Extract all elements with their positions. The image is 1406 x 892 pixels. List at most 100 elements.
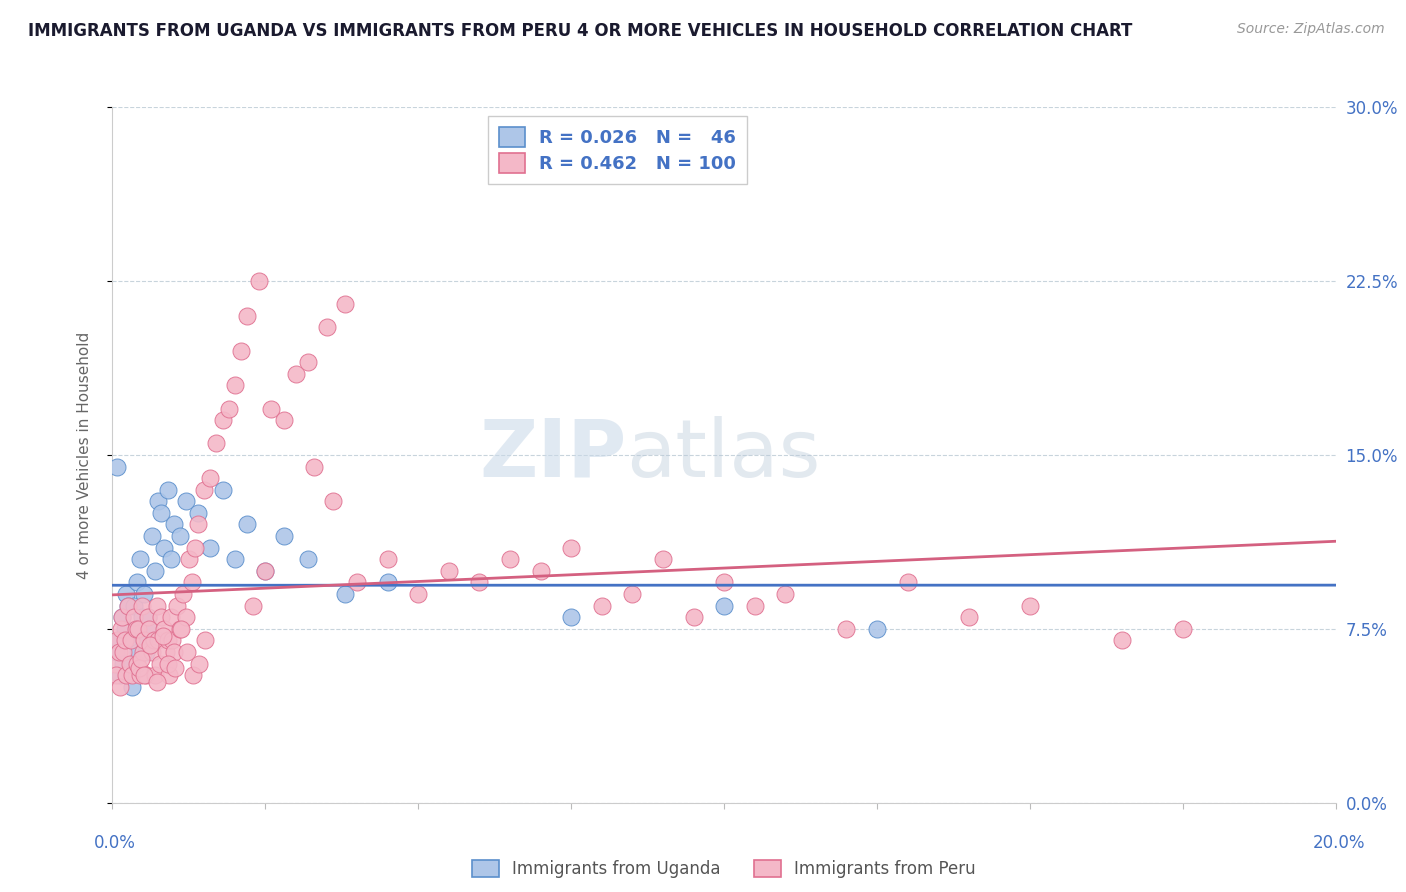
Point bbox=[148, 494, 170, 508]
Point bbox=[174, 610, 197, 624]
Point bbox=[153, 541, 176, 555]
Point bbox=[125, 622, 148, 636]
Point bbox=[773, 587, 796, 601]
Point bbox=[242, 599, 264, 613]
Point bbox=[121, 680, 143, 694]
Point bbox=[172, 587, 194, 601]
Point bbox=[105, 633, 128, 648]
Point bbox=[273, 413, 295, 427]
Point bbox=[713, 575, 735, 590]
Point bbox=[188, 657, 211, 671]
Point bbox=[122, 610, 145, 624]
Point bbox=[129, 668, 152, 682]
Point bbox=[153, 622, 176, 636]
Point bbox=[117, 599, 139, 613]
Point bbox=[346, 575, 368, 590]
Point bbox=[131, 599, 153, 613]
Point bbox=[134, 587, 156, 601]
Point bbox=[115, 587, 138, 601]
Point bbox=[333, 297, 356, 311]
Text: atlas: atlas bbox=[626, 416, 821, 494]
Point bbox=[181, 668, 204, 682]
Point bbox=[141, 645, 163, 659]
Point bbox=[333, 587, 356, 601]
Point bbox=[157, 668, 180, 682]
Point bbox=[132, 633, 155, 648]
Point bbox=[187, 506, 209, 520]
Point bbox=[1111, 633, 1133, 648]
Point bbox=[125, 622, 148, 636]
Point bbox=[125, 657, 148, 671]
Point bbox=[122, 599, 145, 613]
Point bbox=[205, 436, 228, 450]
Point bbox=[254, 564, 277, 578]
Point bbox=[155, 645, 177, 659]
Point bbox=[129, 552, 152, 566]
Point bbox=[159, 610, 181, 624]
Text: Source: ZipAtlas.com: Source: ZipAtlas.com bbox=[1237, 22, 1385, 37]
Point bbox=[135, 668, 157, 682]
Point bbox=[377, 575, 399, 590]
Point bbox=[150, 610, 173, 624]
Point bbox=[136, 610, 159, 624]
Point bbox=[194, 633, 217, 648]
Point bbox=[315, 320, 337, 334]
Point bbox=[131, 610, 153, 624]
Point bbox=[110, 622, 132, 636]
Point bbox=[437, 564, 460, 578]
Point bbox=[163, 517, 186, 532]
Point bbox=[1171, 622, 1194, 636]
Point bbox=[560, 610, 582, 624]
Point bbox=[125, 575, 148, 590]
Point bbox=[224, 552, 246, 566]
Point bbox=[224, 378, 246, 392]
Text: 0.0%: 0.0% bbox=[94, 834, 136, 852]
Point bbox=[108, 680, 131, 694]
Point bbox=[121, 668, 143, 682]
Y-axis label: 4 or more Vehicles in Household: 4 or more Vehicles in Household bbox=[77, 331, 91, 579]
Point bbox=[118, 633, 141, 648]
Point bbox=[134, 668, 156, 682]
Point bbox=[181, 575, 204, 590]
Point bbox=[169, 529, 191, 543]
Point bbox=[184, 541, 207, 555]
Text: IMMIGRANTS FROM UGANDA VS IMMIGRANTS FROM PERU 4 OR MORE VEHICLES IN HOUSEHOLD C: IMMIGRANTS FROM UGANDA VS IMMIGRANTS FRO… bbox=[28, 22, 1132, 40]
Point bbox=[187, 517, 209, 532]
Point bbox=[229, 343, 252, 358]
Point bbox=[118, 657, 141, 671]
Point bbox=[108, 668, 131, 682]
Point bbox=[170, 622, 193, 636]
Point bbox=[211, 413, 233, 427]
Point bbox=[117, 599, 139, 613]
Point bbox=[177, 552, 200, 566]
Point bbox=[145, 675, 167, 690]
Point bbox=[273, 529, 295, 543]
Text: 20.0%: 20.0% bbox=[1312, 834, 1365, 852]
Point bbox=[127, 622, 149, 636]
Point bbox=[112, 657, 135, 671]
Point bbox=[127, 645, 149, 659]
Point bbox=[200, 471, 222, 485]
Point bbox=[218, 401, 240, 416]
Point bbox=[211, 483, 233, 497]
Point bbox=[297, 552, 319, 566]
Point bbox=[149, 657, 172, 671]
Point bbox=[682, 610, 704, 624]
Point bbox=[105, 668, 128, 682]
Point bbox=[128, 661, 150, 675]
Point bbox=[200, 541, 222, 555]
Point bbox=[136, 610, 159, 624]
Point bbox=[114, 622, 136, 636]
Point bbox=[107, 645, 129, 659]
Point bbox=[408, 587, 430, 601]
Legend: Immigrants from Uganda, Immigrants from Peru: Immigrants from Uganda, Immigrants from … bbox=[465, 854, 983, 885]
Point bbox=[143, 633, 166, 648]
Point bbox=[176, 645, 198, 659]
Point bbox=[107, 633, 129, 648]
Point bbox=[529, 564, 551, 578]
Point bbox=[141, 529, 163, 543]
Text: ZIP: ZIP bbox=[479, 416, 626, 494]
Point bbox=[744, 599, 766, 613]
Point bbox=[560, 541, 582, 555]
Point bbox=[621, 587, 644, 601]
